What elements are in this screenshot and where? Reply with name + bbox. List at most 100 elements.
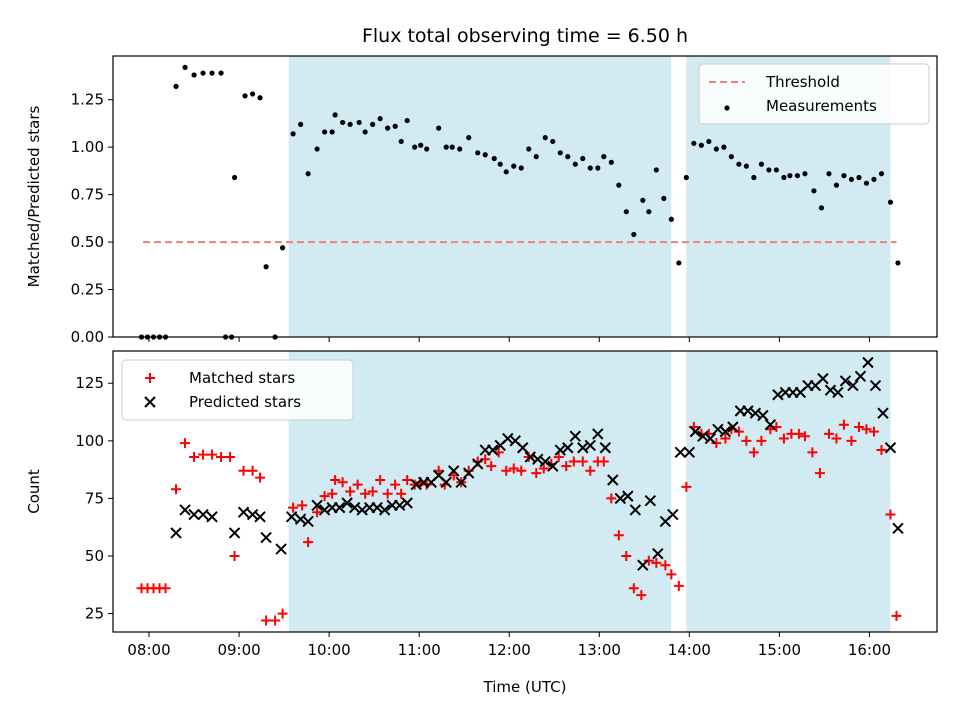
data-point (653, 167, 659, 173)
data-point (497, 161, 503, 167)
data-point (449, 144, 455, 150)
data-point (260, 531, 272, 544)
data-point (621, 550, 632, 561)
data-point (651, 557, 662, 568)
data-point (402, 474, 413, 485)
data-point (640, 197, 646, 203)
data-point (673, 580, 684, 591)
data-point (587, 165, 593, 171)
data-point (711, 438, 722, 449)
data-point (736, 161, 742, 167)
data-point (799, 431, 810, 442)
data-point (712, 423, 724, 436)
data-point (839, 375, 852, 387)
data-point (668, 216, 674, 222)
data-point (198, 449, 209, 460)
data-point (382, 488, 393, 499)
bottom-legend: Matched stars Predicted stars (121, 359, 354, 421)
data-point (532, 453, 544, 465)
data-point (189, 451, 200, 462)
data-point (629, 504, 642, 516)
data-point (660, 560, 671, 571)
data-point (303, 537, 314, 548)
y-tick-label: 1.00 (71, 138, 104, 156)
data-point (793, 428, 804, 439)
data-point (238, 465, 249, 476)
data-point (557, 150, 563, 156)
data-point (412, 144, 418, 150)
data-point (455, 476, 467, 488)
data-point (691, 140, 697, 146)
data-point (833, 182, 840, 188)
legend-measurements-swatch (724, 105, 730, 111)
data-point (895, 260, 901, 266)
data-point (197, 508, 209, 521)
data-point (225, 451, 236, 462)
data-point (871, 176, 877, 183)
data-point (418, 142, 424, 148)
data-point (377, 116, 383, 122)
data-point (568, 456, 579, 467)
data-point (892, 522, 904, 535)
data-point (367, 486, 378, 497)
bottom-shaded-interval (686, 351, 891, 632)
data-point (697, 430, 709, 442)
data-point (577, 456, 588, 467)
data-point (814, 468, 825, 479)
data-point (743, 163, 749, 169)
data-point (404, 117, 410, 124)
data-point (628, 583, 639, 594)
data-point (824, 384, 837, 396)
data-point (263, 264, 269, 270)
data-point (614, 492, 627, 505)
data-point (275, 543, 287, 555)
data-point (491, 155, 497, 162)
data-point (595, 165, 601, 171)
data-point (180, 438, 191, 449)
data-point (270, 615, 281, 626)
data-point (539, 455, 551, 468)
data-point (832, 386, 844, 399)
data-point (371, 501, 383, 514)
bottom-panel-counts: 25 50 75 100 125 08:00 09:00 10:00 11:00 12:00 13:… (25, 350, 938, 696)
data-point (643, 555, 654, 566)
data-point (305, 171, 311, 177)
data-point (794, 173, 801, 179)
data-point (802, 171, 808, 177)
data-point (401, 497, 413, 509)
x-axis-label: Time (UTC) (483, 678, 567, 696)
data-point (378, 504, 391, 516)
data-point (884, 442, 897, 454)
data-point (778, 433, 789, 444)
data-point (440, 476, 452, 488)
data-point (598, 456, 609, 467)
x-tick-label: 08:00 (127, 641, 170, 659)
x-tick-label: 15:00 (758, 641, 801, 659)
y-tick-label: 25 (85, 605, 104, 623)
data-point (733, 426, 744, 437)
data-point (200, 70, 206, 76)
data-point (285, 511, 298, 523)
data-point (182, 64, 188, 70)
data-point (572, 161, 578, 167)
data-point (356, 504, 368, 516)
data-point (207, 449, 218, 460)
data-point (533, 154, 539, 160)
data-point (254, 511, 266, 523)
data-point (719, 425, 732, 438)
data-point (553, 451, 564, 462)
data-point (246, 508, 259, 521)
data-point (360, 488, 371, 499)
data-point (294, 513, 307, 525)
data-point (742, 405, 754, 417)
data-point (302, 515, 314, 528)
bottom-axes-frame (112, 350, 938, 633)
data-point (550, 138, 556, 145)
data-point (764, 418, 777, 431)
data-point (878, 171, 885, 177)
data-point (838, 419, 849, 430)
data-point (868, 426, 879, 437)
data-point (853, 422, 864, 433)
data-point (569, 430, 581, 442)
